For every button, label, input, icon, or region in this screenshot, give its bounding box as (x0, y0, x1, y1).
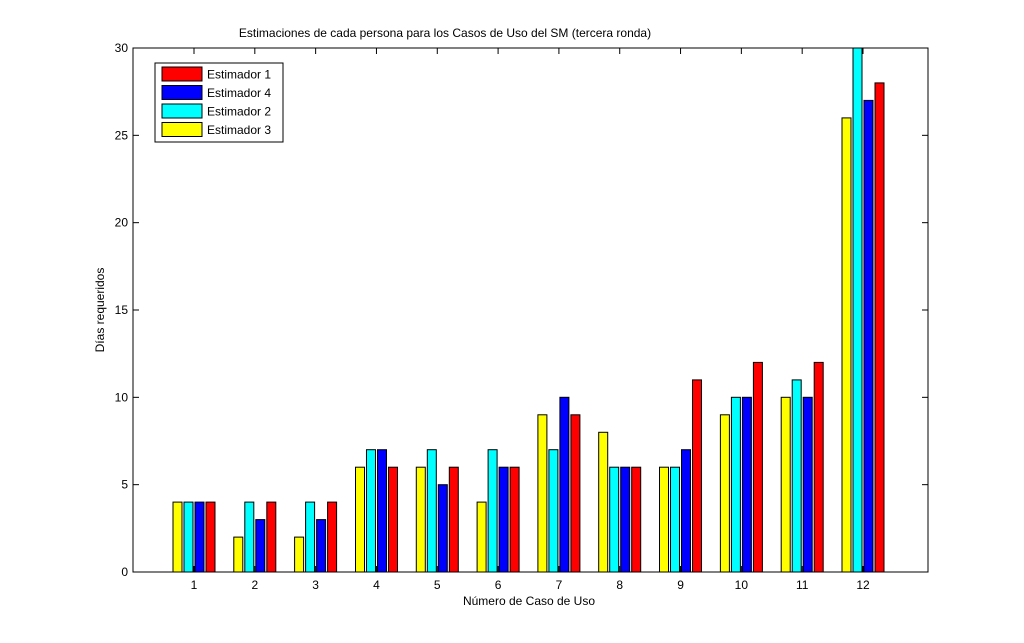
y-tick-label: 10 (115, 390, 129, 404)
bar (752, 361, 763, 573)
bar (183, 501, 194, 573)
x-tick-label: 3 (312, 578, 319, 592)
bar (741, 396, 752, 573)
legend: Estimador 1 Estimador 4 Estimador 2 Estimad… (154, 62, 284, 143)
bar (609, 466, 620, 573)
bar (205, 501, 216, 573)
y-tick-label: 25 (115, 128, 129, 142)
x-tick-label: 2 (251, 578, 258, 592)
x-tick-label: 6 (495, 578, 502, 592)
bar (255, 519, 266, 573)
bar (620, 466, 631, 573)
y-tick-label: 5 (121, 478, 128, 492)
bar (692, 379, 702, 573)
bar (487, 449, 498, 573)
bar (681, 449, 691, 573)
bar (426, 449, 437, 573)
bar (266, 501, 277, 573)
bar (327, 501, 338, 573)
legend-label: Estimador 4 (207, 86, 271, 100)
bar (852, 47, 863, 573)
bar (415, 466, 426, 573)
bar (437, 484, 448, 573)
bar (598, 431, 609, 573)
bar (377, 449, 387, 573)
x-tick-label: 7 (556, 578, 563, 592)
bar (863, 99, 874, 573)
bar (448, 466, 459, 573)
x-tick-label: 9 (677, 578, 684, 592)
x-tick-label: 4 (373, 578, 380, 592)
legend-label: Estimador 1 (207, 68, 271, 82)
bar (476, 501, 487, 573)
bar (355, 466, 365, 573)
y-tick-label: 20 (115, 216, 129, 230)
bar (659, 466, 669, 573)
bar (537, 414, 548, 573)
x-tick-label: 10 (735, 578, 749, 592)
y-tick-label: 15 (115, 303, 129, 317)
y-axis-title: Días requeridos (93, 268, 107, 353)
bar (498, 466, 509, 573)
bar (631, 466, 642, 573)
bar (730, 396, 741, 573)
y-tick-label: 30 (115, 41, 129, 55)
bar (366, 449, 376, 573)
bar (388, 466, 398, 573)
legend-swatch (161, 66, 203, 82)
bar (791, 379, 802, 573)
bar (548, 449, 559, 573)
x-tick-label: 11 (796, 578, 809, 592)
bar (841, 117, 852, 573)
legend-swatch (161, 85, 203, 100)
x-tick-label: 5 (434, 578, 441, 592)
bar (559, 396, 570, 573)
bar (802, 396, 813, 573)
bar (874, 82, 885, 573)
bar (294, 536, 305, 573)
bar (244, 501, 255, 573)
legend-label: Estimador 2 (207, 105, 271, 119)
y-tick-label: 0 (121, 565, 128, 579)
x-tick-label: 12 (856, 578, 870, 592)
bar (813, 361, 824, 573)
bar (172, 501, 183, 573)
bar (194, 501, 205, 573)
legend-swatch (161, 122, 203, 137)
legend-swatch (161, 103, 203, 119)
chart-title: Estimaciones de cada persona para los Ca… (239, 26, 651, 40)
x-tick-label: 8 (616, 578, 623, 592)
bar (570, 414, 581, 573)
bar (509, 466, 520, 573)
bar (233, 536, 244, 573)
x-tick-label: 1 (191, 578, 198, 592)
legend-label: Estimador 3 (207, 123, 271, 137)
bar (670, 466, 680, 573)
bar (305, 501, 316, 573)
bar (316, 519, 327, 573)
bar (780, 396, 791, 573)
bars-layer (172, 47, 885, 573)
x-axis-title: Número de Caso de Uso (463, 594, 595, 608)
bar (719, 414, 730, 573)
